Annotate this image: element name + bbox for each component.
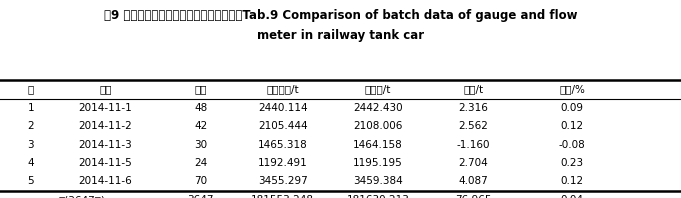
- Text: 30: 30: [194, 140, 208, 150]
- Text: 0.04: 0.04: [560, 195, 584, 198]
- Text: 序: 序: [27, 84, 34, 94]
- Text: 检尺计量/t: 检尺计量/t: [266, 84, 299, 94]
- Text: 76.965: 76.965: [455, 195, 492, 198]
- Text: 2014-11-5: 2014-11-5: [79, 158, 132, 168]
- Text: 1: 1: [27, 103, 34, 113]
- Text: 48: 48: [194, 103, 208, 113]
- Text: 2014-11-2: 2014-11-2: [79, 121, 132, 131]
- Text: 5: 5: [27, 176, 34, 187]
- Text: 1195.195: 1195.195: [353, 158, 403, 168]
- Text: 3455.297: 3455.297: [257, 176, 308, 187]
- Text: 3647: 3647: [188, 195, 214, 198]
- Text: 表9 铁路罐车检尺与流量计批次数据的比对Tab.9 Comparison of batch data of gauge and flow: 表9 铁路罐车检尺与流量计批次数据的比对Tab.9 Comparison of …: [104, 9, 577, 22]
- Text: 4: 4: [27, 158, 34, 168]
- Text: 2442.430: 2442.430: [353, 103, 402, 113]
- Text: 2014-11-3: 2014-11-3: [79, 140, 132, 150]
- Text: 3: 3: [27, 140, 34, 150]
- Text: meter in railway tank car: meter in railway tank car: [257, 29, 424, 42]
- Text: 2: 2: [27, 121, 34, 131]
- Text: 2.704: 2.704: [458, 158, 488, 168]
- Text: 差量/t: 差量/t: [463, 84, 484, 94]
- Text: 1192.491: 1192.491: [257, 158, 308, 168]
- Text: -1.160: -1.160: [456, 140, 490, 150]
- Text: 1464.158: 1464.158: [353, 140, 403, 150]
- Text: 车数: 车数: [195, 84, 207, 94]
- Text: 2108.006: 2108.006: [353, 121, 402, 131]
- Text: 70: 70: [194, 176, 208, 187]
- Text: 2105.444: 2105.444: [258, 121, 307, 131]
- Text: 总(3647车): 总(3647车): [58, 195, 106, 198]
- Text: 2.316: 2.316: [458, 103, 488, 113]
- Text: 日期: 日期: [99, 84, 112, 94]
- Text: 1465.318: 1465.318: [257, 140, 308, 150]
- Text: 差率/%: 差率/%: [559, 84, 585, 94]
- Text: 4.087: 4.087: [458, 176, 488, 187]
- Text: 流量计/t: 流量计/t: [365, 84, 391, 94]
- Text: 42: 42: [194, 121, 208, 131]
- Text: 181630.213: 181630.213: [347, 195, 409, 198]
- Text: 24: 24: [194, 158, 208, 168]
- Text: 2440.114: 2440.114: [258, 103, 307, 113]
- Text: 181553.248: 181553.248: [251, 195, 314, 198]
- Text: 3459.384: 3459.384: [353, 176, 403, 187]
- Text: 0.12: 0.12: [560, 121, 584, 131]
- Text: 2.562: 2.562: [458, 121, 488, 131]
- Text: 0.12: 0.12: [560, 176, 584, 187]
- Text: 2014-11-1: 2014-11-1: [79, 103, 132, 113]
- Text: 2014-11-6: 2014-11-6: [79, 176, 132, 187]
- Text: -0.08: -0.08: [558, 140, 586, 150]
- Text: 0.23: 0.23: [560, 158, 584, 168]
- Text: 0.09: 0.09: [560, 103, 584, 113]
